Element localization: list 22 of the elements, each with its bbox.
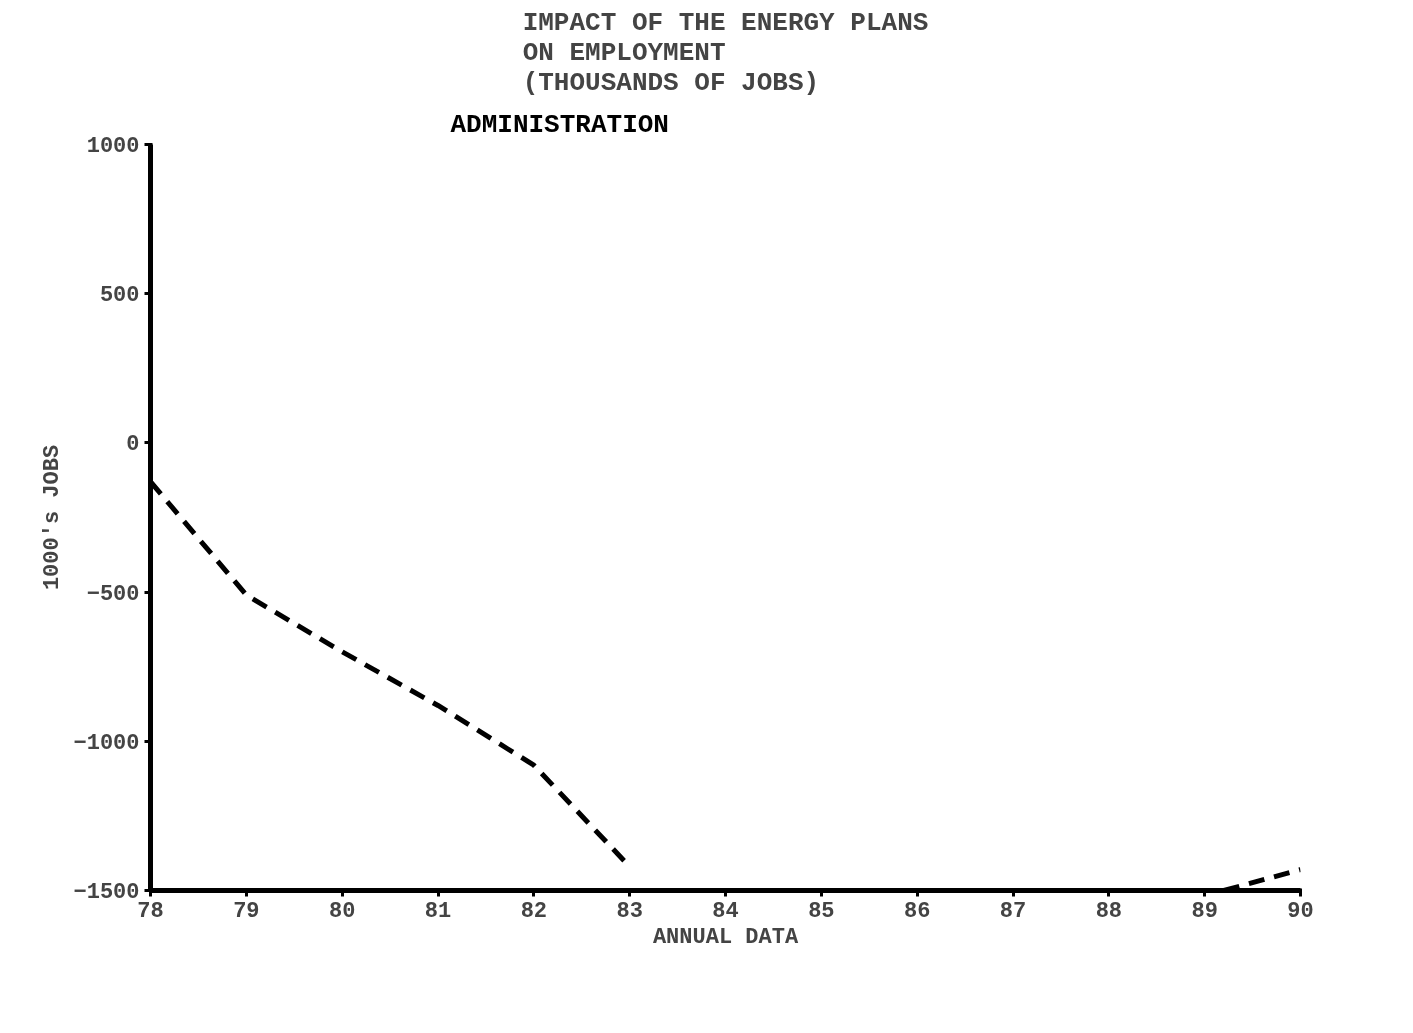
x-tick-label: 89 [1191,898,1218,924]
y-tick-label: 500 [99,283,140,309]
text: ADMINISTRATION [450,109,669,140]
y-tick-label: −500 [86,581,140,607]
chart-title: IMPACT OF THE ENERGY PLANS ON EMPLOYMENT (THOUSANDS OF JOBS) [522,7,929,98]
x-tick-label: 80 [328,898,356,924]
x-tick-label: 83 [616,898,643,924]
x-tick-label: 90 [1287,898,1314,924]
x-tick-label: 81 [424,898,452,924]
y-tick-label: 1000 [86,134,140,159]
x-tick-label: 85 [808,898,835,924]
y-tick-label: −1000 [73,730,140,756]
x-tick-label: 79 [233,898,260,924]
x-tick-label: 88 [1095,898,1123,924]
y-tick-label: 0 [126,432,140,458]
x-tick-label: 86 [903,898,931,924]
x-tick-label: 87 [999,898,1027,924]
x-axis-title: ANNUAL DATA [652,924,799,950]
y-axis-title: 1000's JOBS [40,444,66,591]
x-tick-label: 84 [712,898,739,924]
x-tick-label: 78 [137,898,164,924]
x-tick-label: 82 [520,898,548,924]
